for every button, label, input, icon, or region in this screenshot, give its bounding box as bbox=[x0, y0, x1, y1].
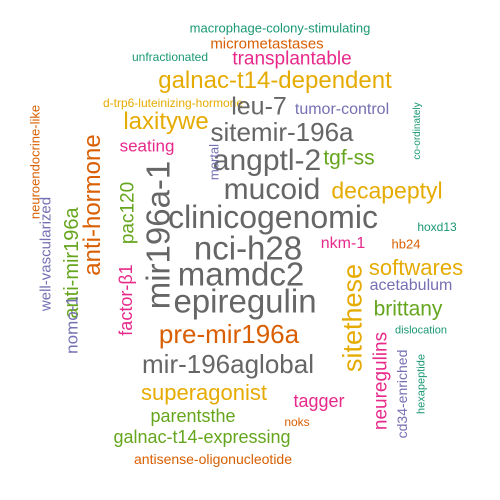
word-hexapeptide: hexapeptide bbox=[415, 354, 428, 414]
word-hoxd13: hoxd13 bbox=[417, 220, 457, 234]
word-micrometastases: micrometastases bbox=[210, 35, 324, 53]
word-nomo-1: nomo-1 bbox=[62, 296, 82, 354]
word-pre-mir196a: pre-mir196a bbox=[158, 319, 300, 349]
word-laxitywe: laxitywe bbox=[123, 108, 209, 135]
word-tgf-ss: tgf-ss bbox=[323, 146, 375, 170]
word-nkm-1: nkm-1 bbox=[320, 235, 366, 252]
word-seating: seating bbox=[119, 136, 175, 156]
word-angptl-2: angptl-2 bbox=[212, 144, 322, 177]
word-mamdc2: mamdc2 bbox=[177, 255, 305, 293]
word-leu-7: leu-7 bbox=[231, 92, 287, 121]
word-brittany: brittany bbox=[373, 297, 443, 321]
word-well-vascularized: well-vascularized bbox=[37, 196, 55, 312]
word-epiregulin: epiregulin bbox=[173, 282, 317, 320]
word-mir196a-1: mir196a-1 bbox=[139, 160, 177, 310]
word-acetabulum: acetabulum bbox=[369, 277, 453, 294]
word-unfractionated: unfractionated bbox=[131, 50, 209, 64]
word-noks: noks bbox=[284, 415, 310, 429]
word-sitethese: sitethese bbox=[337, 263, 368, 373]
word-pac120: pac120 bbox=[117, 181, 139, 245]
word-clinicogenomic: clinicogenomic bbox=[168, 199, 378, 235]
word-nci-h28: nci-h28 bbox=[193, 229, 303, 267]
word-mucoid: mucoid bbox=[223, 173, 321, 206]
word-galnac-t14-dependent: galnac-t14-dependent bbox=[158, 67, 392, 94]
word-hb24: hb24 bbox=[391, 236, 421, 252]
word-factor-b1: factor-β1 bbox=[116, 264, 136, 336]
word-d-trp6-luteinizing-hormone: anti-hormone bbox=[79, 134, 106, 276]
word-tagger: tagger bbox=[293, 391, 345, 411]
word-parentsthe: parentsthe bbox=[150, 406, 236, 426]
word-anti-hormone: d-trp6-luteinizing-hormone bbox=[102, 96, 244, 110]
word-superagonist: superagonist bbox=[141, 380, 267, 405]
word-sitemir-196a: sitemir-196a bbox=[210, 117, 354, 147]
word-decapeptyl: decapeptyl bbox=[331, 177, 443, 204]
word-softwares: softwares bbox=[368, 255, 464, 280]
word-dislocation: dislocation bbox=[395, 324, 447, 337]
word-tumor-control: tumor-control bbox=[294, 101, 390, 118]
word-galnac-t14-expressing: galnac-t14-expressing bbox=[113, 427, 291, 447]
word-macrophage-colony-stimulating: macrophage-colony-stimulating bbox=[189, 20, 371, 36]
word-neuregulins: neuregulins bbox=[370, 331, 392, 431]
word-co-ordinately: co-ordinately bbox=[412, 102, 423, 160]
word-transplantable: transplantable bbox=[232, 48, 352, 70]
word-cd34-enriched: cd34-enriched bbox=[394, 349, 410, 439]
word-mortal: mortal bbox=[206, 143, 222, 181]
word-antisense-oligonucleotide: antisense-oligonucleotide bbox=[134, 451, 292, 467]
word-mir-196aglobal: mir-196aglobal bbox=[142, 349, 314, 379]
